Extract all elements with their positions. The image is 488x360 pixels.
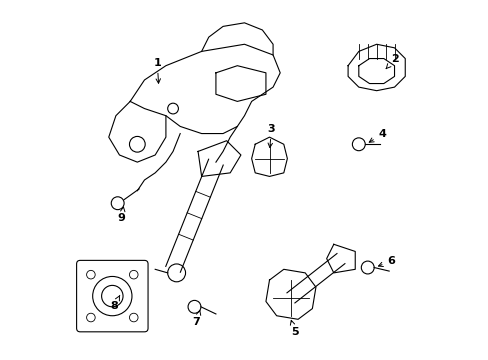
Text: 4: 4 [368, 129, 386, 142]
Text: 6: 6 [378, 256, 394, 266]
Text: 1: 1 [153, 58, 161, 83]
Text: 2: 2 [386, 54, 398, 69]
Text: 3: 3 [267, 124, 275, 148]
Text: 9: 9 [118, 207, 125, 223]
Text: 7: 7 [192, 310, 200, 327]
Text: 8: 8 [110, 295, 120, 311]
Text: 5: 5 [290, 320, 298, 337]
